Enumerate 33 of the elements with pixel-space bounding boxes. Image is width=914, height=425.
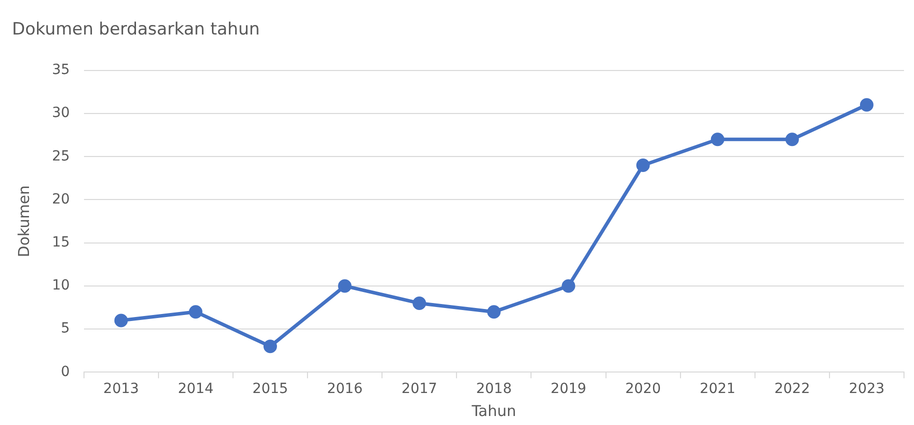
point	[860, 98, 874, 112]
x-tick-label: 2016	[326, 381, 363, 398]
point	[710, 132, 724, 146]
point	[785, 132, 799, 146]
x-tick-label: 2022	[774, 381, 810, 398]
point	[412, 296, 426, 310]
point	[188, 305, 202, 319]
x-tick-label: 2018	[476, 381, 512, 398]
x-tick-label: 2017	[402, 381, 438, 398]
x-tick-label: 2013	[103, 381, 139, 398]
x-axis-title: Tahun	[470, 402, 516, 420]
x-tick-label: 2014	[178, 381, 214, 398]
x-tick-label: 2021	[700, 381, 736, 398]
point	[338, 279, 352, 293]
point	[562, 279, 576, 293]
point	[263, 340, 277, 354]
chart-title: Dokumen berdasarkan tahun	[12, 20, 260, 40]
x-tick-label: 2023	[848, 381, 885, 398]
point	[487, 305, 501, 319]
y-tick-label: 35	[52, 62, 70, 78]
y-tick-label: 5	[60, 320, 70, 337]
y-tick-label: 15	[52, 234, 70, 250]
y-tick-label: 20	[52, 191, 70, 208]
y-tick-label: 30	[52, 105, 70, 122]
y-tick-label: 25	[52, 148, 70, 164]
point	[636, 158, 650, 172]
point	[114, 314, 128, 328]
x-tick-label: 2019	[550, 381, 586, 398]
y-axis-title: Dokumen	[14, 185, 33, 258]
y-tick-label: 10	[52, 278, 70, 294]
x-tick-label: 2020	[625, 381, 661, 398]
y-tick-label: 0	[60, 364, 70, 380]
x-tick-label: 2015	[252, 381, 288, 398]
